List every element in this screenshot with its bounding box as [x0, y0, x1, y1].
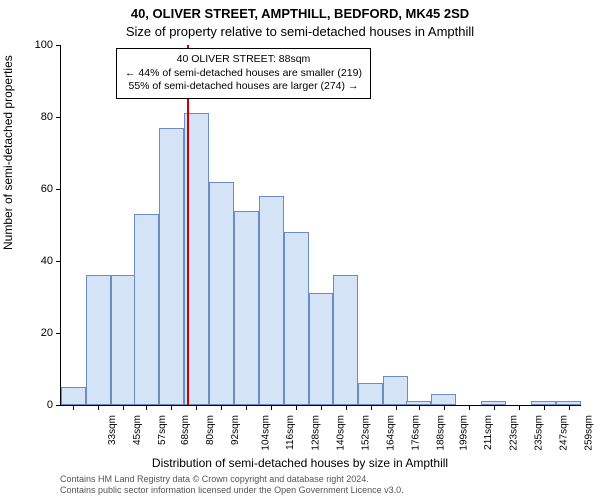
marker-line — [187, 45, 189, 405]
xtick-line — [444, 405, 445, 410]
histogram-bar — [61, 387, 86, 405]
xtick-line — [171, 405, 172, 410]
xtick-line — [544, 405, 545, 410]
xtick-line — [296, 405, 297, 410]
xtick-label: 33sqm — [107, 415, 118, 445]
xtick-label: 199sqm — [458, 415, 469, 451]
histogram-bar — [358, 383, 383, 405]
info-box-line3: 55% of semi-detached houses are larger (… — [125, 80, 362, 94]
histogram-bar — [86, 275, 111, 405]
xtick-label: 128sqm — [311, 415, 322, 451]
ytick-label: 0 — [47, 399, 53, 411]
ytick-label: 100 — [35, 39, 53, 51]
xtick-label: 152sqm — [361, 415, 372, 451]
info-box-line2: ← 44% of semi-detached houses are smalle… — [125, 67, 362, 81]
ytick-label: 20 — [41, 327, 53, 339]
ytick-line — [56, 261, 61, 262]
xtick-label: 211sqm — [483, 415, 494, 450]
xtick-line — [221, 405, 222, 410]
info-box: 40 OLIVER STREET: 88sqm← 44% of semi-det… — [116, 48, 371, 99]
xtick-label: 176sqm — [410, 415, 421, 451]
histogram-bar — [284, 232, 309, 405]
ytick-label: 60 — [41, 183, 53, 195]
xtick-label: 45sqm — [132, 415, 143, 445]
histogram-bar — [309, 293, 334, 405]
xtick-line — [246, 405, 247, 410]
chart-title-main: 40, OLIVER STREET, AMPTHILL, BEDFORD, MK… — [0, 6, 600, 21]
y-axis-label: Number of semi-detached properties — [1, 55, 15, 250]
info-box-line1: 40 OLIVER STREET: 88sqm — [125, 53, 362, 67]
plot-area: 02040608010033sqm45sqm57sqm68sqm80sqm92s… — [60, 45, 581, 406]
histogram-bar — [234, 211, 259, 405]
xtick-label: 164sqm — [386, 415, 397, 451]
xtick-line — [371, 405, 372, 410]
histogram-bar — [259, 196, 284, 405]
x-axis-label: Distribution of semi-detached houses by … — [0, 456, 600, 470]
xtick-label: 247sqm — [558, 415, 569, 451]
xtick-line — [569, 405, 570, 410]
xtick-label: 259sqm — [583, 415, 594, 451]
xtick-line — [123, 405, 124, 410]
xtick-label: 92sqm — [230, 415, 241, 445]
xtick-line — [346, 405, 347, 410]
xtick-line — [98, 405, 99, 410]
xtick-line — [494, 405, 495, 410]
histogram-bar — [431, 394, 456, 405]
ytick-label: 40 — [41, 255, 53, 267]
histogram-bar — [333, 275, 358, 405]
xtick-label: 104sqm — [261, 415, 272, 451]
xtick-line — [146, 405, 147, 410]
xtick-label: 140sqm — [336, 415, 347, 451]
ytick-line — [56, 405, 61, 406]
xtick-label: 223sqm — [508, 415, 519, 451]
ytick-line — [56, 189, 61, 190]
xtick-label: 80sqm — [205, 415, 216, 445]
xtick-label: 68sqm — [180, 415, 191, 445]
xtick-line — [321, 405, 322, 410]
histogram-bar — [111, 275, 136, 405]
xtick-line — [396, 405, 397, 410]
xtick-line — [196, 405, 197, 410]
histogram-bar — [159, 128, 184, 405]
histogram-bar — [134, 214, 159, 405]
xtick-label: 116sqm — [285, 415, 296, 450]
ytick-line — [56, 117, 61, 118]
attribution-line1: Contains HM Land Registry data © Crown c… — [60, 474, 404, 485]
xtick-line — [469, 405, 470, 410]
histogram-bar — [209, 182, 234, 405]
ytick-line — [56, 333, 61, 334]
xtick-line — [73, 405, 74, 410]
ytick-line — [56, 45, 61, 46]
xtick-label: 188sqm — [435, 415, 446, 451]
histogram-bar — [383, 376, 408, 405]
xtick-line — [419, 405, 420, 410]
chart-container: 40, OLIVER STREET, AMPTHILL, BEDFORD, MK… — [0, 0, 600, 500]
chart-title-sub: Size of property relative to semi-detach… — [0, 24, 600, 39]
attribution-line2: Contains public sector information licen… — [60, 485, 404, 496]
xtick-label: 235sqm — [533, 415, 544, 451]
xtick-line — [271, 405, 272, 410]
xtick-line — [519, 405, 520, 410]
xtick-label: 57sqm — [157, 415, 168, 445]
attribution-text: Contains HM Land Registry data © Crown c… — [60, 474, 404, 496]
ytick-label: 80 — [41, 111, 53, 123]
